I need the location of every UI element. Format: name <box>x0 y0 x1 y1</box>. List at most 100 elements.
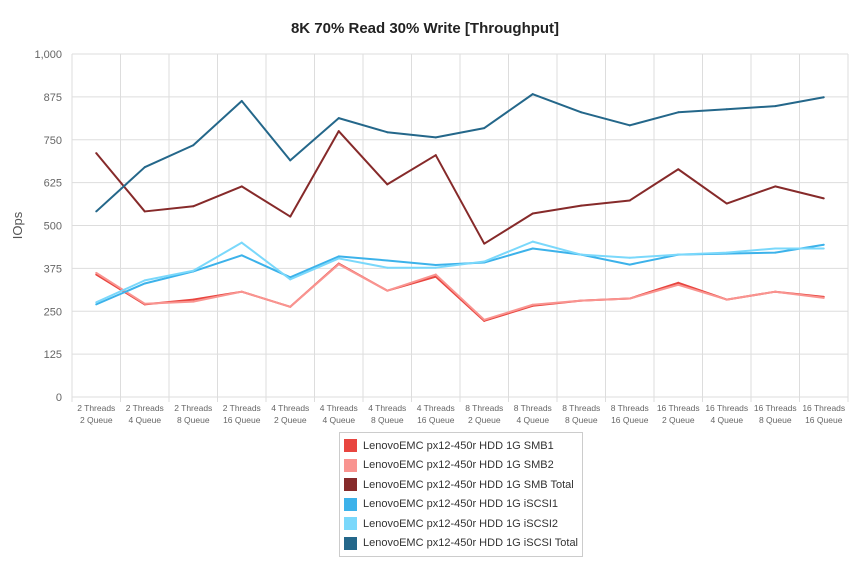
data-point <box>434 273 437 276</box>
data-point <box>774 105 777 108</box>
legend-swatch <box>344 536 357 550</box>
data-point <box>192 144 195 147</box>
data-point <box>725 108 728 111</box>
data-point <box>628 256 631 259</box>
legend: LenovoEMC px12-450r HDD 1G SMB1 LenovoEMC… <box>339 432 584 557</box>
x-tick-label: 2 Queue <box>662 415 695 425</box>
data-point <box>289 215 292 218</box>
y-tick-label: 625 <box>44 178 62 190</box>
data-point <box>386 259 389 262</box>
x-tick-label: 4 Threads <box>320 403 358 413</box>
legend-swatch <box>344 497 357 511</box>
x-tick-label: 4 Threads <box>417 403 455 413</box>
legend-label: LenovoEMC px12-450r HDD 1G iSCSI2 <box>363 517 559 530</box>
y-tick-label: 375 <box>44 263 62 275</box>
data-point <box>143 166 146 169</box>
y-tick-label: 1,000 <box>34 49 62 61</box>
data-point <box>95 210 98 213</box>
legend-label: LenovoEMC px12-450r HDD 1G iSCSI Total <box>363 537 579 550</box>
data-point <box>822 243 825 246</box>
data-point <box>192 300 195 303</box>
x-tick-label: 4 Queue <box>128 415 161 425</box>
data-point <box>337 130 340 133</box>
x-tick-label: 16 Queue <box>805 415 843 425</box>
x-tick-label: 16 Threads <box>657 403 700 413</box>
legend-label: LenovoEMC px12-450r HDD 1G SMB1 <box>363 439 554 452</box>
data-point <box>725 251 728 254</box>
x-tick-label: 16 Queue <box>223 415 261 425</box>
x-tick-label: 16 Queue <box>611 415 649 425</box>
data-point <box>725 298 728 301</box>
data-point <box>531 303 534 306</box>
data-point <box>531 247 534 250</box>
data-point <box>580 299 583 302</box>
data-point <box>774 251 777 254</box>
data-point <box>628 263 631 266</box>
data-point <box>337 117 340 120</box>
data-point <box>95 271 98 274</box>
y-tick-label: 0 <box>56 392 62 404</box>
series-line <box>95 240 824 304</box>
x-tick-label: 2 Queue <box>468 415 501 425</box>
legend-item: LenovoEMC px12-450r HDD 1G SMB2 <box>344 456 578 476</box>
legend-item: LenovoEMC px12-450r HDD 1G iSCSI2 <box>344 514 578 534</box>
data-point <box>240 185 243 188</box>
data-point <box>580 111 583 114</box>
x-tick-label: 4 Threads <box>368 403 406 413</box>
data-point <box>337 257 340 260</box>
data-point <box>386 183 389 186</box>
data-point <box>677 253 680 256</box>
x-tick-label: 4 Queue <box>710 415 743 425</box>
data-point <box>531 212 534 215</box>
data-point <box>337 255 340 258</box>
data-point <box>628 124 631 127</box>
series-line <box>95 130 824 245</box>
data-point <box>774 247 777 250</box>
data-point <box>95 303 98 306</box>
y-tick-label: 125 <box>44 349 62 361</box>
legend-swatch <box>344 517 357 531</box>
data-point <box>677 281 680 284</box>
legend-item: LenovoEMC px12-450r HDD 1G SMB1 <box>344 436 578 456</box>
legend-item: LenovoEMC px12-450r HDD 1G SMB Total <box>344 475 578 495</box>
data-point <box>386 131 389 134</box>
data-point <box>483 242 486 245</box>
data-point <box>289 305 292 308</box>
data-point <box>822 296 825 299</box>
x-tick-label: 4 Threads <box>271 403 309 413</box>
data-point <box>531 93 534 96</box>
y-tick-label: 250 <box>44 306 62 318</box>
x-tick-label: 2 Threads <box>223 403 261 413</box>
data-point <box>143 210 146 213</box>
data-point <box>774 185 777 188</box>
x-tick-label: 16 Threads <box>705 403 748 413</box>
legend-swatch <box>344 478 357 492</box>
y-tick-label: 500 <box>44 221 62 233</box>
legend-label: LenovoEMC px12-450r HDD 1G SMB2 <box>363 459 554 472</box>
data-point <box>434 263 437 266</box>
data-point <box>483 127 486 130</box>
data-point <box>434 154 437 157</box>
x-tick-label: 8 Threads <box>611 403 649 413</box>
data-point <box>240 290 243 293</box>
x-tick-label: 2 Threads <box>174 403 212 413</box>
x-tick-label: 8 Threads <box>562 403 600 413</box>
legend-label: LenovoEMC px12-450r HDD 1G iSCSI1 <box>363 498 559 511</box>
x-tick-label: 16 Threads <box>754 403 797 413</box>
data-point <box>628 297 631 300</box>
y-tick-label: 875 <box>44 92 62 104</box>
data-point <box>337 263 340 266</box>
data-point <box>95 301 98 304</box>
data-point <box>822 96 825 99</box>
legend-label: LenovoEMC px12-450r HDD 1G SMB Total <box>363 478 574 491</box>
x-tick-label: 16 Threads <box>802 403 845 413</box>
data-point <box>386 289 389 292</box>
legend-swatch <box>344 439 357 453</box>
x-tick-label: 8 Queue <box>371 415 404 425</box>
data-point <box>289 159 292 162</box>
data-point <box>143 302 146 305</box>
data-point <box>289 278 292 281</box>
data-point <box>386 266 389 269</box>
y-tick-label: 750 <box>44 135 62 147</box>
